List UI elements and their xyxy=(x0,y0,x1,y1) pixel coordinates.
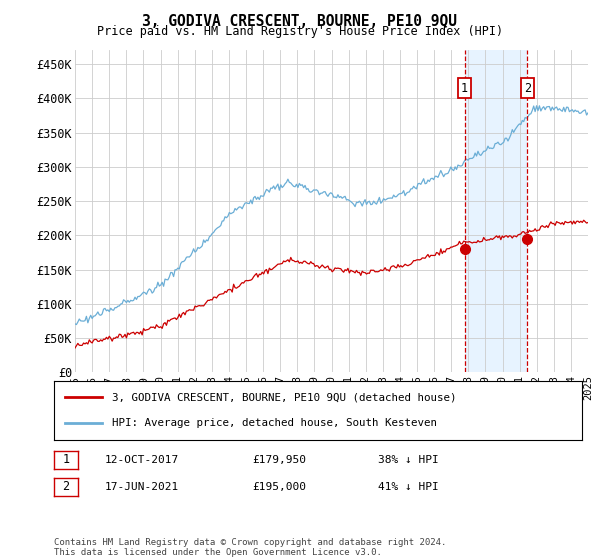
Text: 1: 1 xyxy=(461,82,468,95)
Text: £195,000: £195,000 xyxy=(252,482,306,492)
Text: 41% ↓ HPI: 41% ↓ HPI xyxy=(378,482,439,492)
Text: 2: 2 xyxy=(524,82,531,95)
Text: HPI: Average price, detached house, South Kesteven: HPI: Average price, detached house, Sout… xyxy=(112,418,437,428)
Text: 3, GODIVA CRESCENT, BOURNE, PE10 9QU: 3, GODIVA CRESCENT, BOURNE, PE10 9QU xyxy=(143,14,458,29)
Bar xyxy=(464,50,527,372)
Text: 38% ↓ HPI: 38% ↓ HPI xyxy=(378,455,439,465)
Text: Contains HM Land Registry data © Crown copyright and database right 2024.
This d: Contains HM Land Registry data © Crown c… xyxy=(54,538,446,557)
Text: 1: 1 xyxy=(62,453,70,466)
Text: Price paid vs. HM Land Registry's House Price Index (HPI): Price paid vs. HM Land Registry's House … xyxy=(97,25,503,38)
Text: 3, GODIVA CRESCENT, BOURNE, PE10 9QU (detached house): 3, GODIVA CRESCENT, BOURNE, PE10 9QU (de… xyxy=(112,392,457,402)
Text: 2: 2 xyxy=(62,480,70,493)
Text: 12-OCT-2017: 12-OCT-2017 xyxy=(105,455,179,465)
Text: 17-JUN-2021: 17-JUN-2021 xyxy=(105,482,179,492)
Text: £179,950: £179,950 xyxy=(252,455,306,465)
